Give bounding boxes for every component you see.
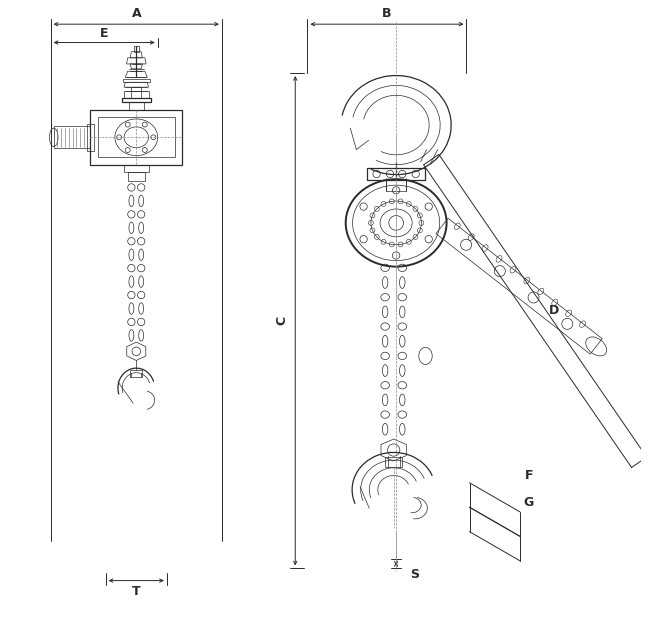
Text: F: F [525,469,533,482]
Text: A: A [131,7,141,20]
Text: S: S [410,568,419,581]
Text: C: C [275,316,288,325]
Bar [124,165,149,172]
Text: G: G [524,496,534,509]
Bar [131,87,141,91]
Bar [366,168,425,180]
Bar [122,97,151,102]
Text: B: B [382,7,392,20]
Bar [54,126,90,148]
Text: D: D [548,304,559,318]
Bar [130,370,143,377]
Bar [128,172,145,181]
Bar [90,110,182,165]
Bar [385,457,402,467]
Text: E: E [100,27,109,40]
Bar [98,117,175,157]
Text: T: T [132,585,141,598]
Bar [86,124,94,151]
Bar [387,180,406,191]
